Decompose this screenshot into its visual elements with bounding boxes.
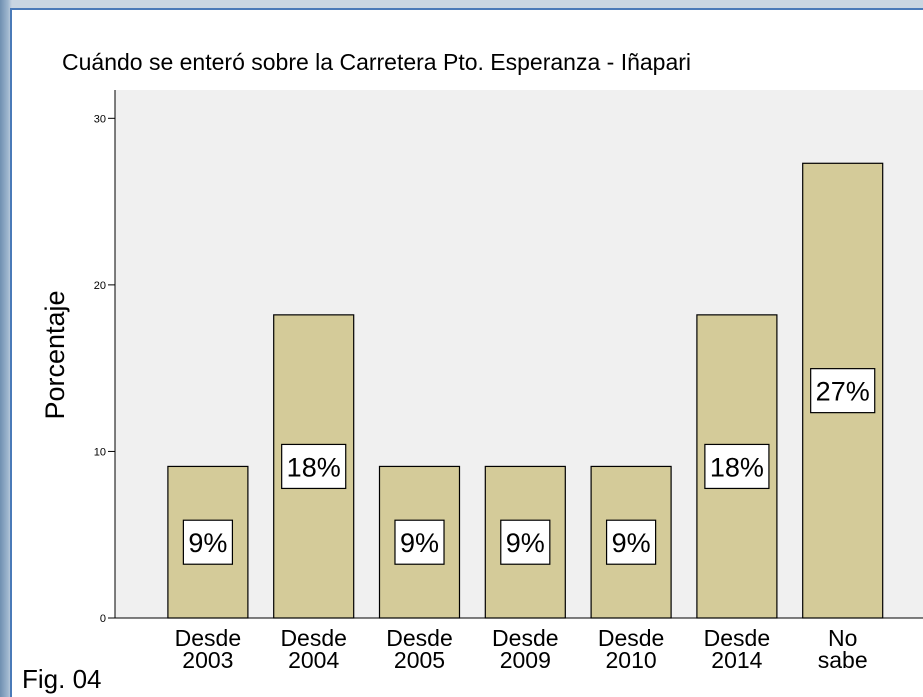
value-label: 18% [287, 452, 341, 482]
x-tick-label: No sabe [817, 625, 868, 673]
x-tick-label: Desde 2010 [597, 625, 665, 673]
value-label-box [810, 368, 876, 414]
y-tick-label: 20 [94, 280, 106, 292]
value-label: 9% [188, 528, 227, 558]
y-tick-label: 10 [94, 446, 106, 458]
value-label-box [394, 519, 445, 565]
value-label: 9% [612, 528, 651, 558]
value-label-box [605, 519, 657, 565]
value-label-box [500, 519, 551, 565]
x-tick-label: Desde 2009 [492, 625, 559, 673]
x-tick-label: Desde 2004 [280, 625, 347, 673]
value-label-box [704, 443, 770, 490]
value-label: 9% [506, 528, 545, 558]
x-tick-label: Desde 2014 [703, 625, 771, 673]
x-tick-label: Desde 2005 [386, 625, 453, 673]
value-label-box [281, 443, 347, 490]
x-tick-label: Desde 2003 [174, 625, 242, 673]
y-tick-label: 0 [100, 613, 106, 625]
value-label: 18% [710, 452, 764, 482]
value-label: 27% [816, 377, 870, 407]
value-label: 9% [400, 528, 439, 558]
y-axis-label: Porcentaje [40, 290, 70, 419]
figure-caption: Fig. 04 [22, 664, 102, 694]
value-label-box [182, 519, 234, 565]
y-tick-label: 30 [94, 113, 106, 125]
chart-title: Cuándo se enteró sobre la Carretera Pto.… [62, 49, 691, 75]
